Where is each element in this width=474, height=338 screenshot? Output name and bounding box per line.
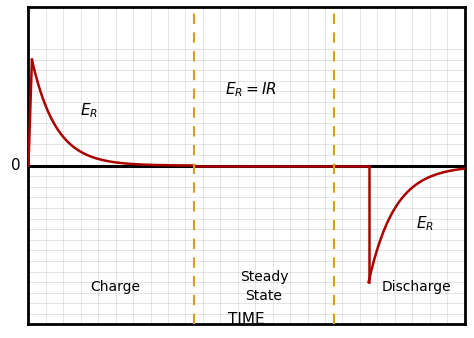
Text: State: State	[246, 289, 283, 303]
Text: 0: 0	[11, 158, 20, 173]
Text: $E_R$: $E_R$	[416, 215, 434, 233]
Text: Steady: Steady	[240, 270, 288, 284]
Text: Charge: Charge	[91, 281, 141, 294]
Text: TIME: TIME	[228, 312, 265, 327]
Text: $E_R= IR$: $E_R= IR$	[225, 80, 277, 99]
Text: Discharge: Discharge	[382, 281, 451, 294]
Text: $E_R$: $E_R$	[81, 101, 99, 120]
